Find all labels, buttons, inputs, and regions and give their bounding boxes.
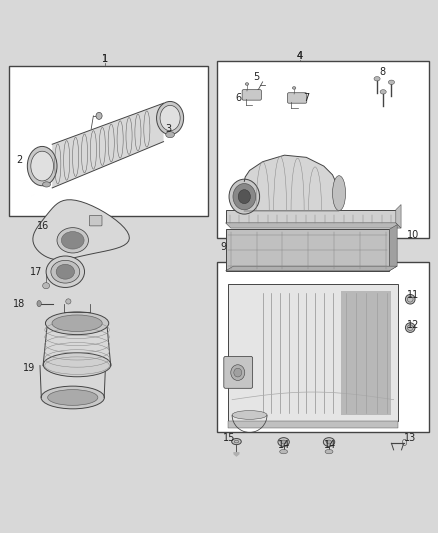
- Ellipse shape: [31, 151, 53, 181]
- Text: 12: 12: [407, 320, 420, 330]
- Ellipse shape: [406, 294, 415, 304]
- Text: 18: 18: [13, 298, 25, 309]
- Text: 4: 4: [297, 51, 303, 61]
- Text: 10: 10: [407, 230, 420, 240]
- Ellipse shape: [323, 438, 335, 446]
- Ellipse shape: [42, 182, 50, 187]
- Ellipse shape: [281, 440, 286, 444]
- Text: 11: 11: [407, 290, 420, 300]
- Ellipse shape: [37, 301, 41, 306]
- Polygon shape: [226, 223, 401, 228]
- Ellipse shape: [56, 264, 74, 279]
- Ellipse shape: [66, 299, 71, 304]
- Bar: [228, 284, 398, 422]
- Ellipse shape: [245, 83, 249, 85]
- Ellipse shape: [96, 112, 102, 119]
- Text: 6: 6: [236, 93, 242, 103]
- Bar: [226, 210, 396, 223]
- Ellipse shape: [380, 90, 386, 94]
- Ellipse shape: [278, 438, 289, 446]
- Ellipse shape: [52, 315, 102, 332]
- FancyBboxPatch shape: [242, 90, 261, 100]
- Ellipse shape: [233, 183, 256, 210]
- Text: 15: 15: [223, 433, 235, 442]
- Ellipse shape: [48, 390, 98, 405]
- Text: 14: 14: [279, 440, 291, 450]
- Ellipse shape: [292, 87, 296, 89]
- Text: 2: 2: [16, 155, 22, 165]
- Text: 1: 1: [102, 54, 109, 64]
- Ellipse shape: [234, 368, 242, 377]
- Ellipse shape: [332, 176, 346, 211]
- Ellipse shape: [46, 256, 85, 287]
- Bar: [10, 66, 208, 216]
- Ellipse shape: [27, 147, 57, 185]
- Ellipse shape: [326, 440, 332, 444]
- Polygon shape: [389, 225, 397, 271]
- Text: 8: 8: [380, 67, 386, 77]
- Ellipse shape: [406, 323, 415, 333]
- Ellipse shape: [61, 231, 84, 249]
- Ellipse shape: [232, 410, 267, 419]
- Ellipse shape: [257, 90, 260, 94]
- Text: 9: 9: [220, 242, 226, 252]
- Ellipse shape: [46, 312, 109, 335]
- Ellipse shape: [374, 77, 380, 81]
- FancyArrow shape: [233, 452, 240, 457]
- Ellipse shape: [57, 228, 88, 253]
- FancyBboxPatch shape: [288, 93, 307, 103]
- Text: 7: 7: [303, 93, 310, 103]
- Ellipse shape: [229, 179, 260, 214]
- Polygon shape: [226, 266, 397, 271]
- FancyBboxPatch shape: [89, 215, 102, 226]
- Text: 14: 14: [324, 440, 336, 450]
- Ellipse shape: [43, 353, 111, 377]
- Text: 19: 19: [23, 363, 35, 373]
- Polygon shape: [52, 103, 163, 188]
- Polygon shape: [33, 200, 129, 260]
- Bar: [226, 229, 389, 271]
- Ellipse shape: [231, 365, 245, 381]
- Text: 3: 3: [166, 124, 172, 134]
- Ellipse shape: [238, 190, 251, 204]
- Ellipse shape: [166, 132, 174, 138]
- Ellipse shape: [232, 439, 241, 445]
- Ellipse shape: [51, 261, 80, 283]
- Text: 1: 1: [102, 54, 109, 64]
- Polygon shape: [244, 155, 339, 211]
- Text: 4: 4: [297, 51, 303, 61]
- Bar: [217, 61, 428, 238]
- Polygon shape: [396, 205, 401, 228]
- Ellipse shape: [41, 386, 104, 409]
- Bar: [217, 262, 428, 432]
- Text: 5: 5: [253, 71, 259, 82]
- Text: 17: 17: [30, 266, 42, 277]
- Bar: [341, 290, 392, 415]
- Ellipse shape: [42, 282, 49, 289]
- Ellipse shape: [160, 106, 180, 131]
- Ellipse shape: [156, 101, 184, 135]
- Text: 13: 13: [404, 433, 417, 442]
- Ellipse shape: [280, 449, 288, 454]
- FancyBboxPatch shape: [224, 357, 253, 389]
- Text: 16: 16: [37, 221, 49, 231]
- Ellipse shape: [325, 449, 333, 454]
- Polygon shape: [228, 422, 398, 429]
- Ellipse shape: [389, 80, 395, 84]
